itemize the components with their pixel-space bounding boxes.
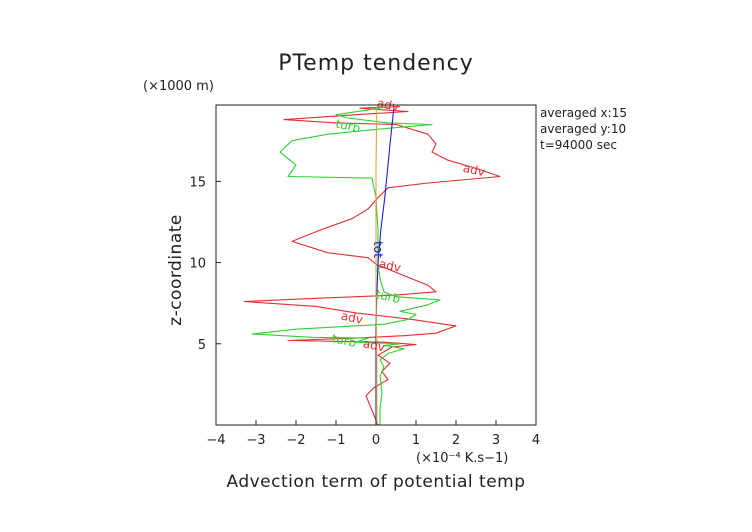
series-label-adv: adv	[362, 336, 387, 354]
x-unit-label: (×10⁻⁴ K.s−1)	[416, 451, 508, 466]
series-curves	[243, 106, 501, 426]
x-tick-label: 3	[492, 433, 500, 448]
x-tick-label: 0	[372, 433, 380, 448]
annotation-averaged-x: averaged x:15	[540, 106, 627, 120]
series-line-adv	[243, 106, 501, 426]
y-unit-label: (×1000 m)	[143, 79, 214, 94]
x-axis-label: Advection term of potential temp	[226, 472, 525, 492]
x-tick-label: −3	[246, 433, 265, 448]
y-tick-label: 5	[198, 338, 206, 353]
y-axis-ticks: 5 10 15	[189, 175, 221, 353]
y-axis-label: z-coordinate	[166, 214, 186, 326]
x-tick-label: 2	[452, 433, 460, 448]
chart-title: PTemp tendency	[278, 51, 474, 76]
series-label-turb: turb	[330, 331, 357, 350]
x-tick-label: 1	[412, 433, 420, 448]
series-label-tot: tot	[371, 241, 385, 258]
annotation-time: t=94000 sec	[540, 138, 617, 152]
series-line-turb	[251, 106, 441, 425]
series-label-turb: turb	[334, 117, 361, 136]
series-label-turb: turb	[374, 287, 401, 306]
series-label-adv: adv	[340, 309, 365, 327]
x-tick-label: 4	[532, 433, 540, 448]
series-label-adv: adv	[378, 257, 403, 275]
series-line-unlabeled	[375, 106, 378, 425]
series-line-tot	[375, 106, 395, 425]
y-tick-label: 15	[189, 175, 206, 190]
x-tick-label: −2	[286, 433, 305, 448]
annotation-averaged-y: averaged y:10	[540, 122, 626, 136]
x-tick-label: −1	[326, 433, 345, 448]
x-axis-ticks: −4 −3 −2 −1 0 1 2 3 4	[206, 420, 540, 448]
series-label-adv: adv	[462, 161, 487, 179]
y-tick-label: 10	[189, 257, 206, 272]
x-tick-label: −4	[206, 433, 225, 448]
